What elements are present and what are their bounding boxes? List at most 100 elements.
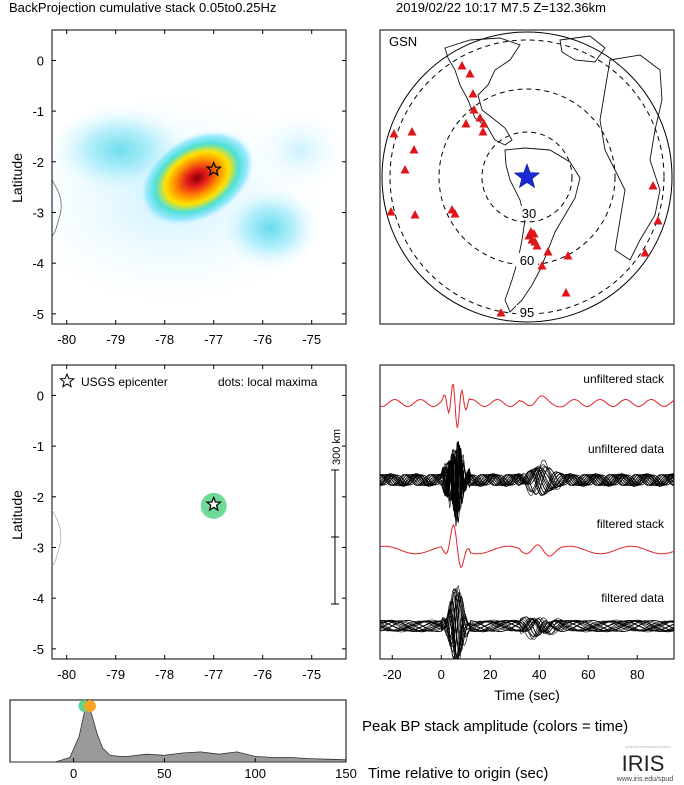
station-triangle-icon — [524, 231, 534, 240]
unfiltered-data-trace — [380, 442, 674, 507]
x-tick-label: -76 — [253, 667, 272, 682]
x-tick-label: -77 — [204, 667, 223, 682]
filtered-data-trace — [380, 587, 674, 646]
network-label: GSN — [389, 34, 417, 49]
svg-text:30: 30 — [522, 206, 536, 221]
y-tick-label: -3 — [32, 205, 44, 220]
svg-text:www.iris.edu/spud: www.iris.edu/spud — [616, 776, 674, 783]
distance-label-60: 60 — [516, 253, 538, 268]
x-tick-label: -78 — [155, 667, 174, 682]
station-triangle-icon — [457, 61, 467, 70]
unfiltered-data-trace — [380, 455, 674, 511]
y-tick-label: -4 — [32, 256, 44, 271]
station-triangle-icon — [409, 145, 419, 154]
x-tick-label: -78 — [155, 332, 174, 347]
station-triangle-icon — [561, 288, 571, 297]
svg-text:~~~~~~~~~~~~~: ~~~~~~~~~~~~~ — [625, 745, 671, 751]
x-tick-label: 0 — [438, 667, 445, 682]
x-tick-label: 150 — [335, 766, 357, 781]
station-triangle-icon — [648, 181, 658, 190]
x-tick-label: 40 — [532, 667, 546, 682]
station-triangle-icon — [529, 229, 539, 238]
south-lobe — [220, 186, 320, 270]
x-tick-label: 100 — [244, 766, 266, 781]
x-tick-label: -20 — [383, 667, 402, 682]
station-triangle-icon — [563, 251, 573, 260]
iris-logo: ~~~~~~~~~~~~~ IRIS www.iris.edu/spud — [616, 745, 674, 783]
ring-30 — [481, 131, 573, 223]
epicenter-star-icon — [513, 163, 541, 189]
energy-peak — [139, 130, 255, 226]
station-triangle-icon — [479, 119, 489, 128]
latitude-label-c: Latitude — [9, 490, 25, 540]
seismogram-panel: unfiltered stack unfiltered data filtere… — [379, 364, 675, 703]
station-triangle-icon — [532, 241, 542, 250]
station-triangle-icon — [469, 105, 479, 114]
unfiltered-data-trace — [380, 442, 674, 514]
x-tick-label: -80 — [57, 332, 76, 347]
map-horizon — [381, 31, 673, 323]
x-tick-label: 0 — [70, 766, 77, 781]
x-tick-label: -79 — [106, 332, 125, 347]
x-tick-label: 50 — [157, 766, 171, 781]
x-tick-label: 80 — [630, 667, 644, 682]
y-tick-label: -4 — [32, 591, 44, 606]
y-tick-label: -1 — [32, 104, 44, 119]
time-relative-label: Time relative to origin (sec) — [368, 765, 548, 782]
filtered-data-trace — [380, 596, 674, 659]
svg-text:60: 60 — [520, 253, 534, 268]
station-triangle-icon — [468, 89, 478, 98]
y-tick-label: 0 — [37, 388, 44, 403]
station-triangle-icon — [386, 207, 396, 216]
unfiltered-data-trace — [380, 444, 674, 517]
east-lobe — [255, 112, 345, 188]
filtered-data-trace — [380, 588, 674, 652]
distance-label-30: 30 — [518, 206, 540, 221]
unfiltered-data-trace — [380, 452, 674, 519]
filtered-data-trace — [380, 591, 674, 647]
x-tick-label: -75 — [302, 667, 321, 682]
local-maxima-panel: 300 km USGS epicenter dots: local maxima… — [9, 364, 347, 682]
filtered-data-trace — [380, 610, 674, 659]
station-triangle-icon — [475, 113, 485, 122]
svg-text:IRIS: IRIS — [622, 751, 665, 776]
x-tick-label: -77 — [204, 332, 223, 347]
peak-amplitude-title: Peak BP stack amplitude (colors = time) — [362, 718, 628, 735]
europe-africa-outline — [599, 54, 663, 261]
coastline — [52, 509, 62, 567]
scale-label: 300 km — [331, 429, 343, 465]
coastline — [52, 179, 62, 237]
station-triangle-icon — [537, 261, 547, 270]
x-tick-label: -79 — [106, 667, 125, 682]
unfiltered-stack-trace — [380, 384, 674, 429]
y-tick-label: -5 — [32, 307, 44, 322]
trace-label-filtered-data: filtered data — [601, 591, 664, 605]
station-triangle-icon — [496, 308, 506, 317]
legend-dots: dots: local maxima — [218, 375, 318, 389]
x-tick-label: 60 — [581, 667, 595, 682]
unfiltered-data-trace — [380, 441, 674, 511]
trace-label-unfiltered-data: unfiltered data — [588, 442, 664, 456]
x-tick-label: -76 — [253, 332, 272, 347]
legend-star-icon — [58, 372, 76, 388]
ring-95 — [389, 39, 665, 315]
time-axis-label: Time (sec) — [494, 687, 560, 703]
trace-label-unfiltered-stack: unfiltered stack — [583, 372, 665, 386]
y-tick-label: -2 — [32, 490, 44, 505]
unfiltered-data-trace — [380, 447, 674, 515]
latitude-label-a: Latitude — [9, 153, 25, 203]
time-marker-dot — [83, 700, 96, 712]
filtered-data-trace — [380, 591, 674, 654]
event-info: 2019/02/22 10:17 M7.5 Z=132.36km — [396, 0, 606, 15]
station-triangle-icon — [640, 248, 650, 257]
station-triangle-icon — [653, 216, 663, 225]
y-tick-label: 0 — [37, 53, 44, 68]
station-triangle-icon — [407, 127, 417, 136]
y-tick-label: -1 — [32, 439, 44, 454]
legend-epicenter: USGS epicenter — [81, 375, 168, 389]
x-tick-label: -75 — [302, 332, 321, 347]
station-triangle-icon — [478, 127, 488, 136]
y-tick-label: -3 — [32, 540, 44, 555]
station-triangle-icon — [465, 69, 475, 78]
peak-amplitude-panel: 0 50 100 150 Peak BP stack amplitude (color… — [9, 699, 628, 782]
